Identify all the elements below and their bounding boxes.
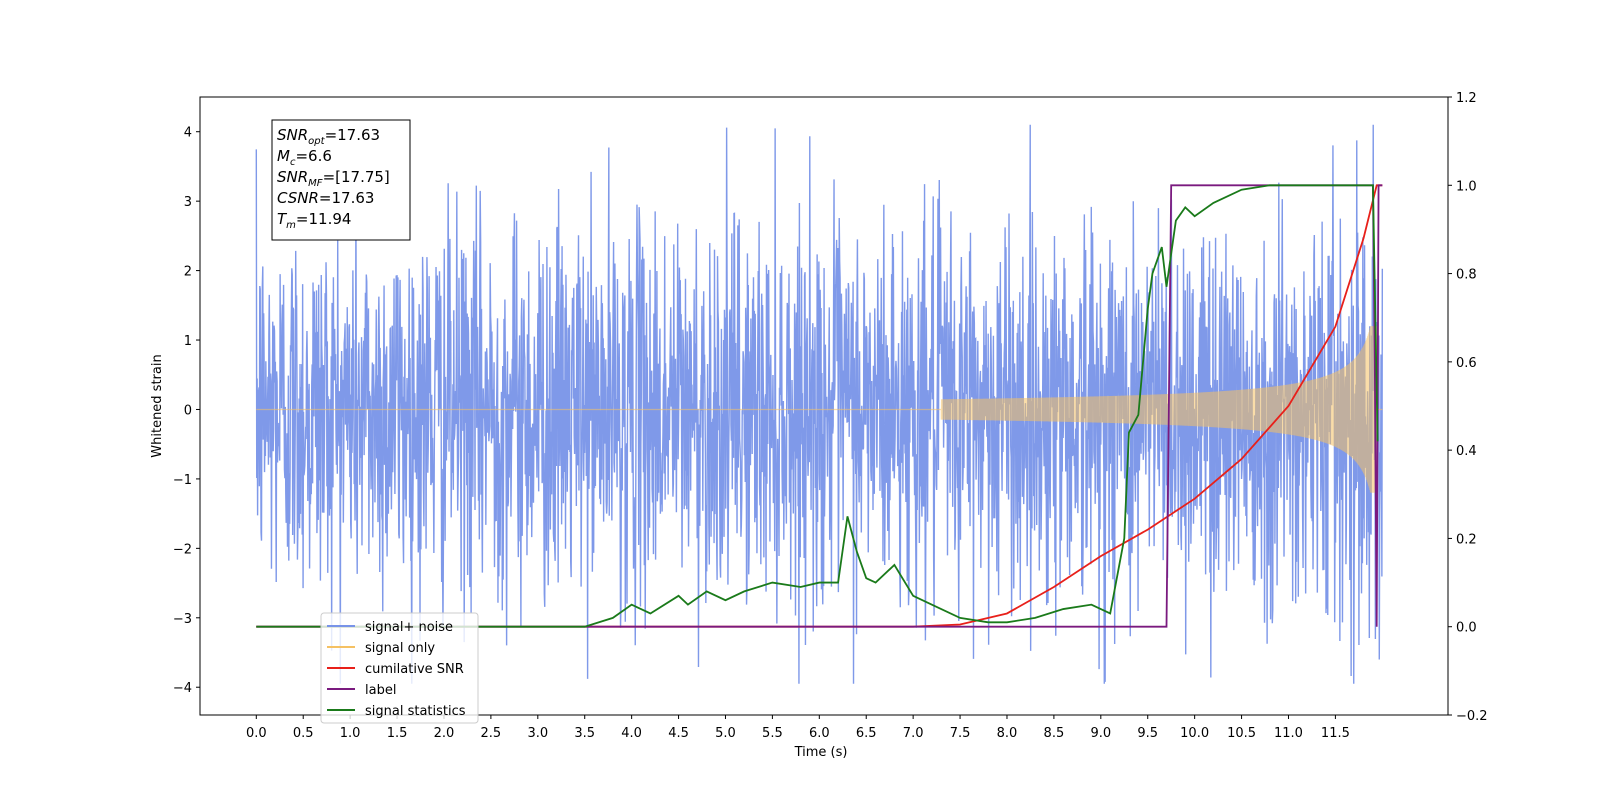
- x-tick-label: 5.0: [715, 726, 736, 741]
- annotation-line: SNRopt=17.63: [277, 126, 380, 147]
- x-tick-label: 5.5: [762, 726, 783, 741]
- x-tick-label: 6.0: [809, 726, 830, 741]
- x-axis-ticks: 0.0 0.5 1.0 1.5 2.0 2.5 3.0 3.5 4.0 4.5 5.0 5.5 6.0 6…: [246, 715, 1350, 741]
- axes-frame: [199, 96, 1449, 716]
- series-signal-noise: [255, 124, 1384, 684]
- y2-tick-label: 0.0: [1456, 621, 1477, 636]
- x-tick-label: 0.5: [293, 726, 314, 741]
- x-tick-label: 3.0: [527, 726, 548, 741]
- y2-tick-label: 1.2: [1456, 91, 1477, 106]
- annotation-box: SNRopt=17.63Mc=6.6SNRMF=[17.75]CSNR=17.6…: [271, 119, 411, 241]
- y-tick-label: 3: [184, 195, 192, 210]
- legend-entry: cumilative SNR: [365, 662, 464, 677]
- x-tick-label: 11.0: [1274, 726, 1303, 741]
- y-axis-ticks: 4 3 2 1 0 −1 −2 −3 −4: [173, 126, 200, 696]
- legend: signal+ noise signal only cumilative SNR la…: [320, 612, 479, 724]
- y2-tick-label: 0.2: [1456, 532, 1477, 547]
- legend-entry: signal+ noise: [365, 620, 453, 635]
- x-tick-label: 0.0: [246, 726, 267, 741]
- series-cumulative-snr: [256, 184, 1383, 628]
- x-axis-label: Time (s): [794, 745, 848, 760]
- x-tick-label: 7.0: [903, 726, 924, 741]
- x-tick-label: 11.5: [1321, 726, 1350, 741]
- series-signal-statistics: [256, 184, 1379, 628]
- y-tick-label: 0: [184, 403, 192, 418]
- y-tick-label: 2: [184, 265, 192, 280]
- y-tick-label: 1: [184, 334, 192, 349]
- x-tick-label: 10.5: [1227, 726, 1256, 741]
- legend-frame: [320, 612, 479, 724]
- x-tick-label: 7.5: [950, 726, 971, 741]
- legend-entry: signal only: [365, 641, 435, 656]
- plot-area: [255, 124, 1384, 684]
- y-tick-label: −4: [173, 681, 192, 696]
- y-tick-label: −3: [173, 612, 192, 627]
- annotation-line: Tm=11.94: [277, 210, 351, 231]
- y-axis-label: Whitened strain: [150, 354, 165, 457]
- x-tick-label: 8.0: [997, 726, 1018, 741]
- x-tick-label: 8.5: [1044, 726, 1065, 741]
- y-tick-label: −1: [173, 473, 192, 488]
- y2-tick-label: 1.0: [1456, 179, 1477, 194]
- x-tick-label: 1.5: [387, 726, 408, 741]
- x-tick-label: 9.0: [1090, 726, 1111, 741]
- y2-tick-label: 0.6: [1456, 356, 1477, 371]
- y2-axis-ticks: 1.2 1.0 0.8 0.6 0.4 0.2 0.0 −0.2: [1448, 91, 1488, 724]
- x-tick-label: 9.5: [1137, 726, 1158, 741]
- x-tick-label: 6.5: [856, 726, 877, 741]
- x-tick-label: 4.5: [668, 726, 689, 741]
- x-tick-label: 3.5: [574, 726, 595, 741]
- annotation-line: Mc=6.6: [277, 147, 332, 168]
- x-tick-label: 2.5: [481, 726, 502, 741]
- legend-entry: signal statistics: [365, 704, 466, 719]
- x-tick-label: 1.0: [340, 726, 361, 741]
- x-tick-label: 10.0: [1180, 726, 1209, 741]
- y-tick-label: −2: [173, 542, 192, 557]
- legend-entry: label: [365, 683, 396, 698]
- y2-tick-label: 0.4: [1456, 444, 1477, 459]
- series-signal-only: [256, 326, 1383, 493]
- annotation-line: CSNR=17.63: [277, 189, 374, 207]
- y2-tick-label: 0.8: [1456, 268, 1477, 283]
- annotation-line: SNRMF=[17.75]: [277, 168, 390, 189]
- x-tick-label: 4.0: [621, 726, 642, 741]
- x-tick-label: 2.0: [434, 726, 455, 741]
- y-tick-label: 4: [184, 126, 192, 141]
- y2-tick-label: −0.2: [1456, 709, 1488, 724]
- annotation-frame: [271, 119, 411, 241]
